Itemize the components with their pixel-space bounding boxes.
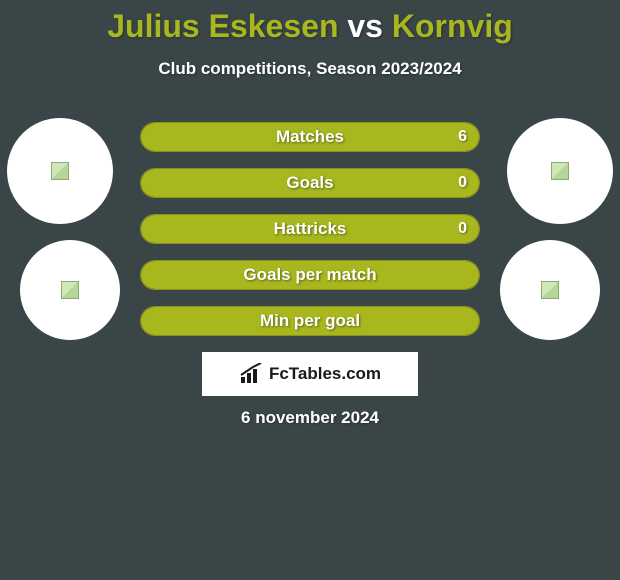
avatar-right-1 [507, 118, 613, 224]
broken-image-icon [51, 162, 69, 180]
stat-bar: Hattricks0 [140, 214, 480, 244]
stat-bar-label: Matches [141, 127, 479, 147]
avatar-left-2 [20, 240, 120, 340]
broken-image-icon [61, 281, 79, 299]
stat-bar: Min per goal [140, 306, 480, 336]
logo-box: FcTables.com [202, 352, 418, 396]
logo-chart-icon [239, 363, 265, 385]
stat-bar: Matches6 [140, 122, 480, 152]
stat-bar-label: Goals [141, 173, 479, 193]
subtitle: Club competitions, Season 2023/2024 [0, 59, 620, 79]
stat-bars: Matches6Goals0Hattricks0Goals per matchM… [140, 122, 480, 352]
date: 6 november 2024 [0, 408, 620, 428]
logo-text: FcTables.com [269, 364, 381, 384]
stat-bar-right-value: 0 [458, 174, 467, 192]
stat-bar-right-value: 6 [458, 128, 467, 146]
broken-image-icon [541, 281, 559, 299]
stat-bar: Goals0 [140, 168, 480, 198]
title-player1: Julius Eskesen [107, 8, 338, 44]
stat-bar-right-value: 0 [458, 220, 467, 238]
stat-bar-label: Min per goal [141, 311, 479, 331]
title-vs: vs [347, 8, 383, 44]
broken-image-icon [551, 162, 569, 180]
stat-bar-label: Hattricks [141, 219, 479, 239]
stat-bar: Goals per match [140, 260, 480, 290]
avatar-left-1 [7, 118, 113, 224]
title-player2: Kornvig [392, 8, 513, 44]
avatar-right-2 [500, 240, 600, 340]
stat-bar-label: Goals per match [141, 265, 479, 285]
title: Julius Eskesen vs Kornvig [0, 0, 620, 45]
infographic: Julius Eskesen vs Kornvig Club competiti… [0, 0, 620, 580]
